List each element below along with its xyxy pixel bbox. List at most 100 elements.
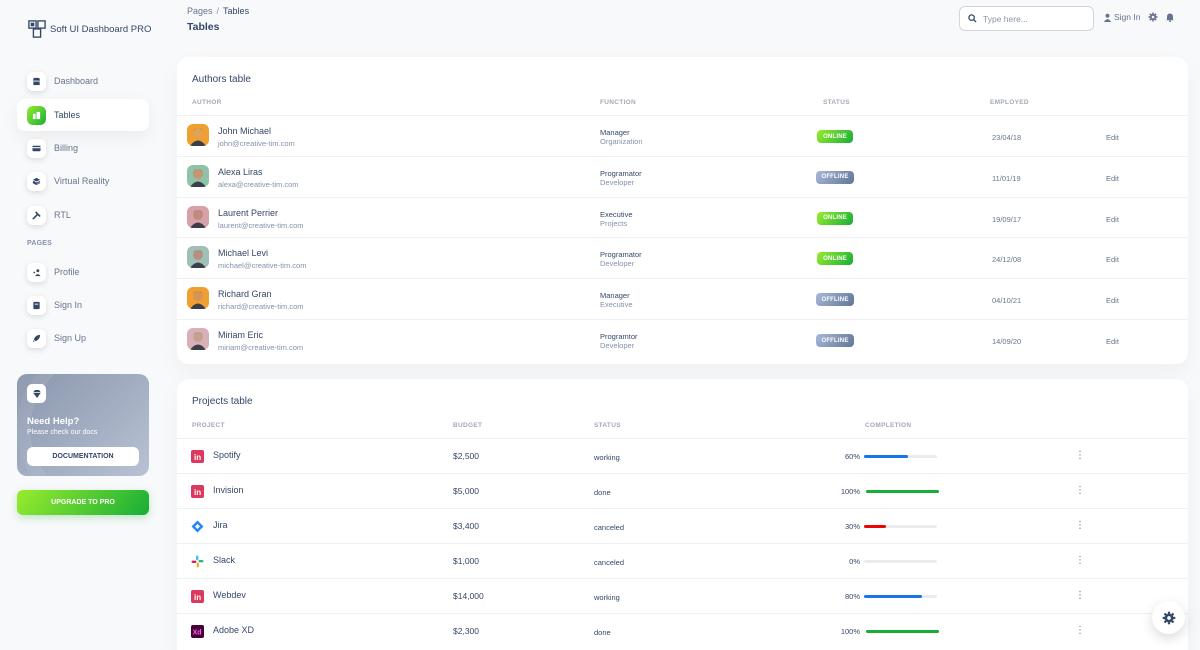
sidebar-item-tables[interactable]: Tables [17, 99, 149, 131]
sidebar-item-label: RTL [54, 210, 71, 220]
sidebar-item-sign-in[interactable]: Sign In [17, 289, 149, 321]
sidebar-item-profile[interactable]: Profile [17, 256, 149, 288]
author-name: Miriam Eric [218, 330, 263, 340]
sidebar-item-sign-up[interactable]: Sign Up [17, 322, 149, 354]
breadcrumb-separator: / [216, 6, 220, 16]
projects-table-title: Projects table [192, 396, 253, 407]
authors-table-title: Authors table [192, 74, 251, 85]
spaceship-icon [27, 328, 46, 348]
author-department: Projects [600, 218, 628, 228]
more-options-icon[interactable]: ⋮ [1075, 485, 1085, 496]
invision-logo-icon: in [191, 590, 204, 603]
author-department: Organization [600, 137, 643, 146]
configurator-button[interactable] [1152, 601, 1185, 634]
breadcrumb-current: Tables [223, 6, 250, 16]
status-badge: ONLINE [817, 130, 853, 143]
author-email: alexa@creative-tim.com [218, 179, 299, 189]
diamond-icon [27, 384, 46, 403]
sidebar-item-dashboard[interactable]: Dashboard [17, 65, 149, 97]
col-header-project: PROJECT [192, 422, 225, 429]
status-badge: OFFLINE [816, 293, 854, 307]
settings-gear-icon[interactable] [1148, 12, 1158, 22]
search-icon [968, 14, 977, 23]
avatar [187, 287, 209, 310]
completion-progress-bar [864, 525, 937, 528]
sidebar-item-label: Sign Up [54, 333, 87, 343]
project-status: working [594, 593, 620, 602]
table-row: Jira $3,400 canceled 30% ⋮ [177, 508, 1188, 543]
sidebar-item-rtl[interactable]: RTL [17, 199, 149, 231]
project-status: done [594, 488, 611, 497]
project-name: Slack [213, 555, 236, 565]
sidebar-item-label: Profile [54, 267, 80, 277]
col-header-completion: COMPLETION [865, 422, 912, 429]
project-budget: $3,400 [453, 521, 479, 531]
author-role: Programator [600, 250, 642, 260]
breadcrumb: Pages / Tables [187, 6, 249, 16]
progress-fill [866, 630, 939, 633]
author-role: Manager [600, 128, 630, 137]
completion-percent: 0% [849, 557, 860, 566]
edit-link[interactable]: Edit [1106, 214, 1119, 224]
upgrade-to-pro-button[interactable]: UPGRADE TO PRO [17, 490, 149, 515]
document-icon [27, 295, 46, 315]
table-row: in Spotify $2,500 working 60% ⋮ [177, 438, 1188, 473]
col-header-function: FUNCTION [600, 99, 636, 106]
more-options-icon[interactable]: ⋮ [1075, 520, 1085, 531]
progress-fill [864, 455, 908, 458]
office-icon [27, 105, 46, 125]
status-badge: OFFLINE [816, 334, 854, 347]
project-budget: $2,300 [453, 626, 479, 636]
need-help-card: Need Help? Please check our docs DOCUMEN… [17, 374, 149, 476]
project-status: done [594, 628, 611, 637]
card-decoration [29, 374, 149, 476]
table-row: Slack $1,000 canceled 0% ⋮ [177, 543, 1188, 578]
adobe-xd-logo-icon: Xd [191, 625, 204, 638]
brand[interactable]: Soft UI Dashboard PRO [28, 20, 151, 38]
author-email: laurent@creative-tim.com [218, 220, 304, 230]
completion-percent: 100% [840, 487, 860, 496]
edit-link[interactable]: Edit [1106, 255, 1119, 265]
search-input[interactable] [983, 13, 1083, 24]
completion-progress-bar [864, 560, 937, 563]
documentation-button[interactable]: DOCUMENTATION [27, 447, 139, 466]
edit-link[interactable]: Edit [1106, 173, 1119, 183]
employed-date: 14/09/20 [992, 337, 1022, 346]
svg-text:in: in [194, 593, 201, 602]
credit-card-icon [27, 138, 46, 158]
breadcrumb-root[interactable]: Pages [187, 6, 213, 16]
completion-percent: 30% [844, 522, 860, 531]
sidebar-item-billing[interactable]: Billing [17, 132, 149, 164]
edit-link[interactable]: Edit [1106, 133, 1119, 142]
svg-text:Xd: Xd [193, 630, 202, 637]
bell-icon[interactable] [1165, 12, 1175, 22]
col-header-employed: EMPLOYED [990, 99, 1029, 106]
sidebar-item-label: Virtual Reality [54, 176, 110, 186]
more-options-icon[interactable]: ⋮ [1075, 625, 1085, 636]
brand-logo-icon [28, 20, 46, 38]
author-name: Laurent Perrier [218, 207, 279, 218]
help-subtitle: Please check our docs [27, 429, 98, 436]
sign-in-link[interactable]: Sign In [1103, 12, 1140, 22]
table-row: Miriam Eric miriam@creative-tim.com Progra… [177, 319, 1188, 360]
search-box[interactable] [959, 6, 1094, 31]
edit-link[interactable]: Edit [1106, 337, 1119, 346]
sidebar-item-label: Sign In [54, 300, 83, 310]
customer-support-icon [27, 262, 46, 282]
completion-percent: 60% [844, 452, 860, 461]
sidebar-item-virtual-reality[interactable]: Virtual Reality [17, 165, 149, 197]
completion-progress-bar [866, 630, 939, 633]
employed-date: 04/10/21 [992, 296, 1022, 306]
pages-section-label: PAGES [27, 240, 52, 247]
authors-table-card: Authors table AUTHOR FUNCTION STATUS EMP… [177, 57, 1188, 364]
avatar [187, 246, 209, 269]
author-role: Executive [600, 209, 633, 219]
completion-progress-bar [864, 455, 937, 458]
edit-link[interactable]: Edit [1106, 296, 1119, 306]
avatar [187, 205, 209, 228]
more-options-icon[interactable]: ⋮ [1075, 590, 1085, 601]
avatar [187, 328, 209, 350]
more-options-icon[interactable]: ⋮ [1075, 450, 1085, 461]
more-options-icon[interactable]: ⋮ [1075, 555, 1085, 566]
author-name: Richard Gran [218, 289, 272, 300]
